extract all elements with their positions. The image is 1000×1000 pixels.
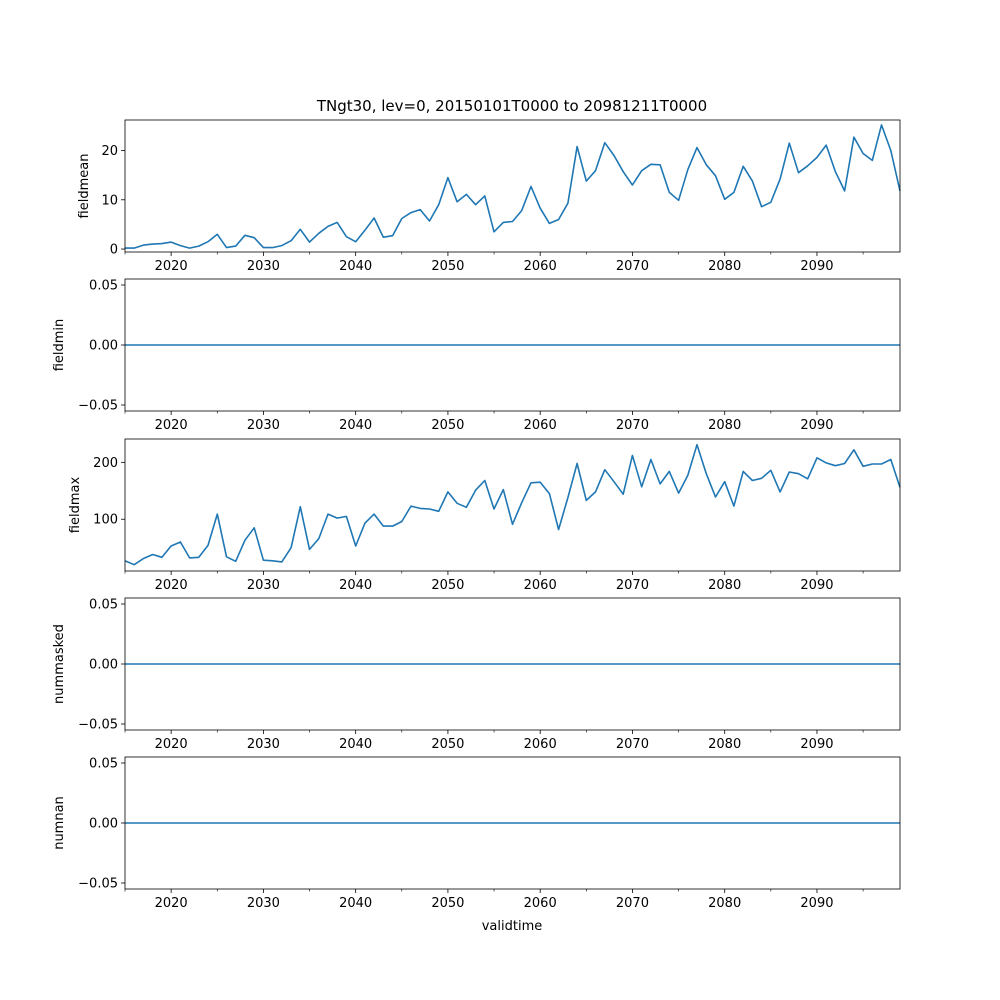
nummasked-y-tick-label: 0.00 — [89, 658, 118, 673]
numnan-panel: 2020 2030 2040 2050 2060 2070 2080 2090 −0.05 0.0… — [52, 757, 901, 911]
fieldmax-x-tick-label: 2080 — [708, 578, 741, 593]
fieldmin-x-tick-label: 2020 — [155, 418, 188, 433]
fieldmax-y-tick-label: 200 — [93, 456, 118, 471]
fieldmin-x-tick-label: 2060 — [524, 418, 557, 433]
numnan-x-tick-label: 2080 — [708, 896, 741, 911]
fieldmean-series-line — [125, 124, 901, 249]
fieldmean-axes-frame — [124, 119, 901, 253]
nummasked-x-tick-label: 2020 — [155, 737, 188, 752]
fieldmax-axes-frame — [124, 438, 901, 572]
nummasked-x-tick-label: 2080 — [708, 737, 741, 752]
fieldmin-x-tick-label: 2030 — [247, 418, 280, 433]
fieldmean-y-tick-label: 0 — [110, 243, 118, 258]
fieldmean-y-tick-label: 10 — [101, 193, 118, 208]
fieldmax-series-line — [124, 443, 901, 566]
numnan-y-axis-label: numnan — [52, 796, 67, 850]
fieldmean-x-tick-label: 2050 — [431, 259, 464, 274]
nummasked-x-tick-label: 2060 — [524, 737, 557, 752]
nummasked-x-tick-label: 2040 — [339, 737, 372, 752]
nummasked-x-tick-label: 2090 — [800, 737, 833, 752]
numnan-y-tick-label: −0.05 — [78, 877, 118, 892]
fieldmax-x-tick-label: 2070 — [616, 578, 649, 593]
fieldmean-x-tick-label: 2040 — [339, 259, 372, 274]
nummasked-y-axis-label: nummasked — [52, 624, 67, 704]
fieldmin-x-tick-label: 2050 — [431, 418, 464, 433]
fieldmin-y-tick-label: 0.00 — [89, 339, 118, 354]
fieldmin-x-tick-label: 2040 — [339, 418, 372, 433]
numnan-x-tick-label: 2040 — [339, 896, 372, 911]
fieldmean-y-tick-label: 20 — [101, 144, 118, 159]
numnan-x-tick-label: 2090 — [800, 896, 833, 911]
fieldmean-x-tick-label: 2030 — [247, 259, 280, 274]
fieldmean-x-tick-label: 2060 — [524, 259, 557, 274]
nummasked-x-tick-label: 2050 — [431, 737, 464, 752]
fieldmax-x-tick-label: 2030 — [247, 578, 280, 593]
fieldmean-x-tick-label: 2020 — [155, 259, 188, 274]
fieldmean-y-axis-label: fieldmean — [77, 154, 92, 219]
fieldmin-x-tick-label: 2070 — [616, 418, 649, 433]
fieldmin-x-tick-label: 2090 — [800, 418, 833, 433]
fieldmin-y-tick-label: −0.05 — [78, 399, 118, 414]
fieldmean-x-tick-label: 2070 — [616, 259, 649, 274]
fieldmax-y-axis-label: fieldmax — [68, 477, 83, 534]
numnan-y-tick-label: 0.05 — [89, 757, 118, 772]
fieldmin-panel: 2020 2030 2040 2050 2060 2070 2080 2090 −0.05 0.0… — [52, 279, 901, 433]
fieldmax-x-tick-label: 2090 — [800, 578, 833, 593]
fieldmax-panel: 2020 2030 2040 2050 2060 2070 2080 2090 100 200 fi… — [68, 438, 901, 593]
fieldmax-x-tick-label: 2020 — [155, 578, 188, 593]
numnan-x-tick-label: 2050 — [431, 896, 464, 911]
fieldmin-y-axis-label: fieldmin — [52, 319, 67, 372]
fieldmean-x-tick-label: 2080 — [708, 259, 741, 274]
fieldmax-y-tick-label: 100 — [93, 513, 118, 528]
numnan-x-tick-label: 2060 — [524, 896, 557, 911]
numnan-x-tick-label: 2020 — [155, 896, 188, 911]
nummasked-y-tick-label: −0.05 — [78, 718, 118, 733]
figure-title: TNgt30, lev=0, 20150101T0000 to 20981211… — [316, 97, 707, 115]
fieldmax-x-tick-label: 2040 — [339, 578, 372, 593]
nummasked-x-tick-label: 2030 — [247, 737, 280, 752]
numnan-y-tick-label: 0.00 — [89, 817, 118, 832]
fieldmax-x-tick-label: 2050 — [431, 578, 464, 593]
fieldmax-x-tick-label: 2060 — [524, 578, 557, 593]
nummasked-y-tick-label: 0.05 — [89, 598, 118, 613]
fieldmin-y-tick-label: 0.05 — [89, 279, 118, 294]
nummasked-panel: 2020 2030 2040 2050 2060 2070 2080 2090 −0.05 0.0… — [52, 598, 901, 752]
fieldmean-panel: 2020 2030 2040 2050 2060 2070 2080 2090 0 10 20 fie… — [77, 119, 901, 274]
nummasked-x-tick-label: 2070 — [616, 737, 649, 752]
x-axis-label: validtime — [482, 919, 543, 934]
fieldmin-x-tick-label: 2080 — [708, 418, 741, 433]
numnan-x-tick-label: 2070 — [616, 896, 649, 911]
fieldmean-x-tick-label: 2090 — [800, 259, 833, 274]
numnan-x-tick-label: 2030 — [247, 896, 280, 911]
